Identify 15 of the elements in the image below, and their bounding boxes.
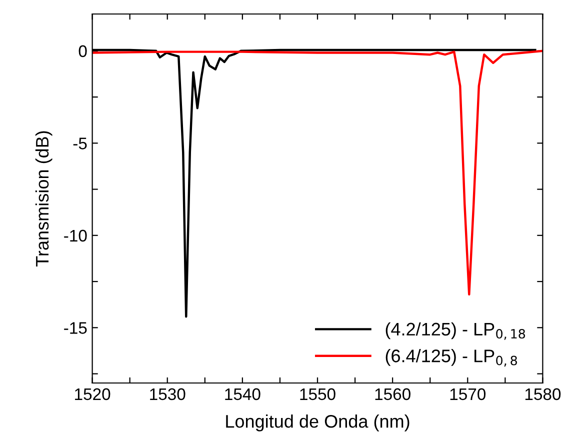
y-tick-label: -10 (64, 230, 87, 242)
x-axis-title: Longitud de Onda (nm) (226, 414, 410, 432)
x-tick-label: 1530 (150, 388, 186, 400)
x-tick-label: 1580 (525, 388, 561, 400)
x-tick-label: 1520 (75, 388, 110, 400)
legend-label: (4.2/125) - LP$_{0,18}$ (386, 322, 526, 340)
y-tick-label: 0 (78, 45, 87, 58)
x-tick-label: 1570 (450, 388, 486, 400)
x-tick-label: 1560 (375, 388, 410, 400)
y-axis-title: Transmision (dB) (35, 131, 52, 266)
y-tick-label: -5 (73, 138, 87, 150)
x-tick-label: 1550 (300, 388, 336, 400)
legend-label: (6.4/125) - LP$_{0,8}$ (386, 349, 517, 367)
x-tick-label: 1540 (225, 388, 260, 400)
y-tick-label: -15 (64, 322, 87, 334)
